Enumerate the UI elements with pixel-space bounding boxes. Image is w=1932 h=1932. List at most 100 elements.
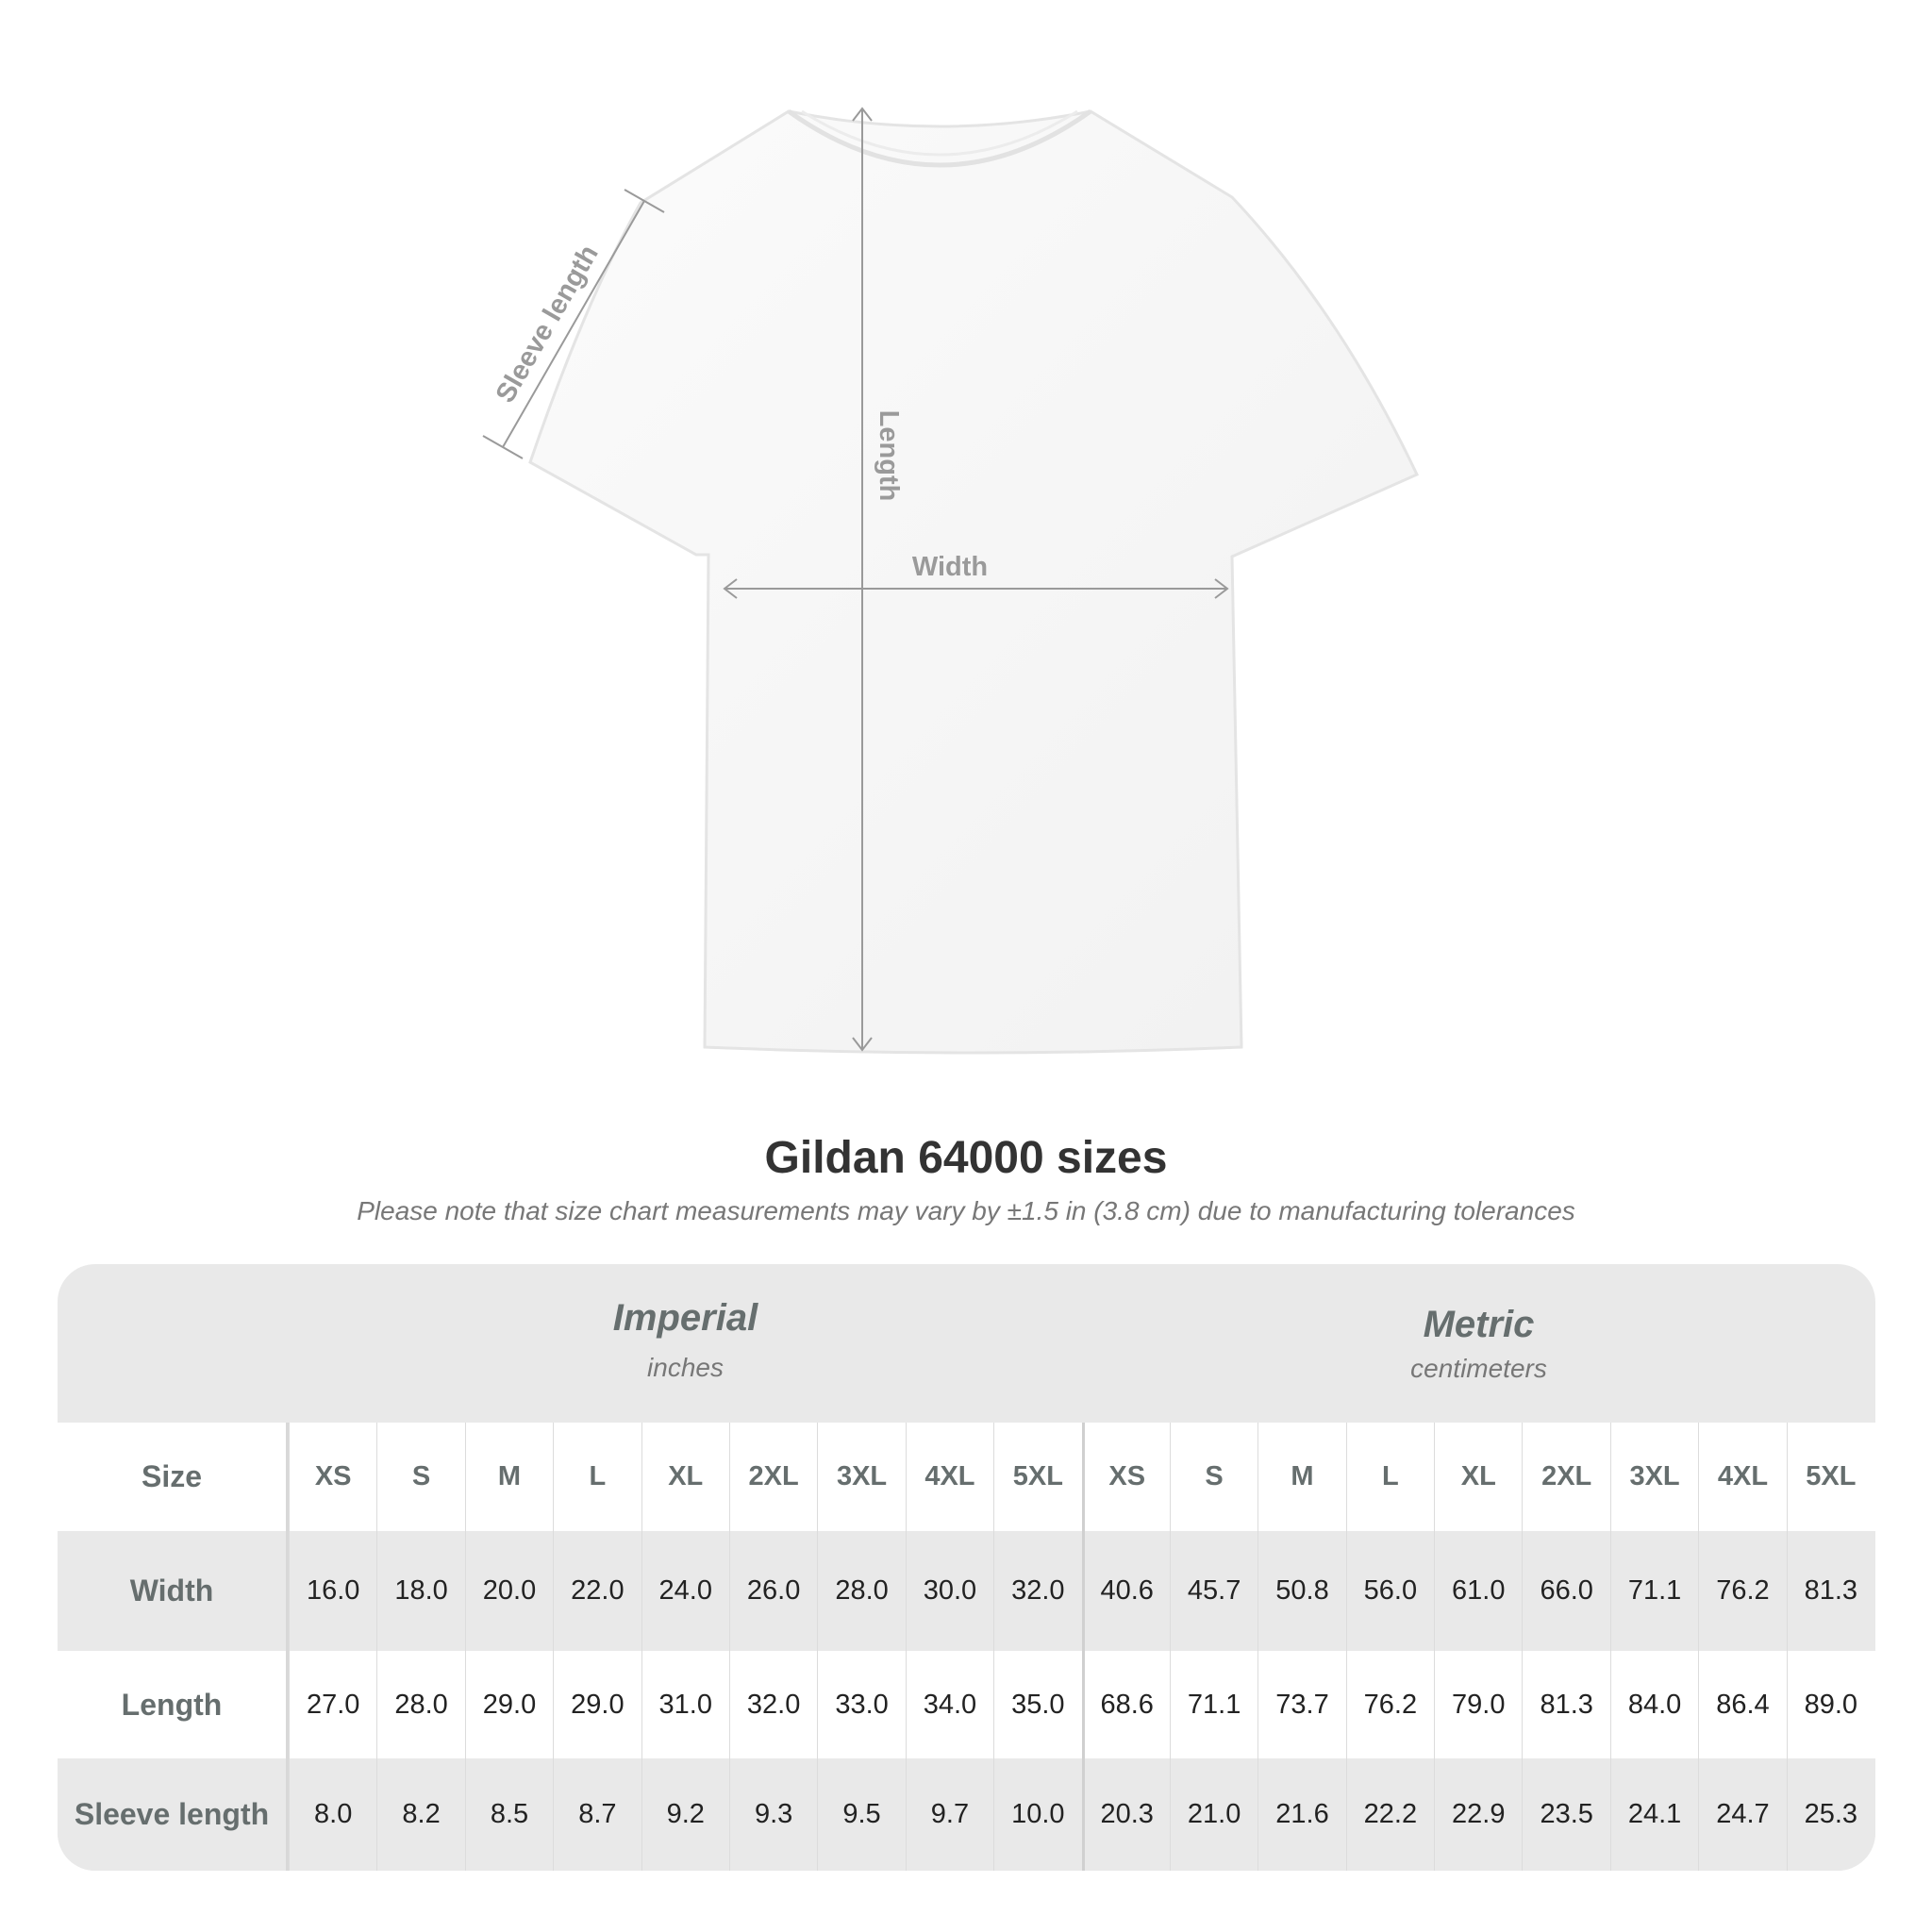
metric-size-xs: XS [1081, 1423, 1170, 1531]
imperial-value: 16.0 [289, 1531, 376, 1651]
metric-size-s: S [1169, 1423, 1257, 1531]
metric-title: Metric [1423, 1304, 1535, 1345]
metric-value: 71.1 [1169, 1651, 1257, 1758]
tolerance-note: Please note that size chart measurements… [357, 1196, 1575, 1225]
table-row: Sleeve length 8.0 8.2 8.5 8.7 9.2 9.3 9.5 9.7 10.… [58, 1758, 1875, 1871]
page-title: Gildan 64000 sizes [764, 1133, 1168, 1183]
metric-value: 68.6 [1081, 1651, 1170, 1758]
metric-value: 22.2 [1345, 1758, 1434, 1871]
metric-value: 84.0 [1609, 1651, 1698, 1758]
imperial-size-s: S [376, 1423, 464, 1531]
imperial-unit: inches [647, 1353, 724, 1382]
metric-value: 50.8 [1257, 1531, 1345, 1651]
tshirt-collar [787, 108, 1092, 168]
imperial-size-l: L [553, 1423, 641, 1531]
metric-value: 76.2 [1698, 1531, 1786, 1651]
metric-value: 81.3 [1522, 1651, 1609, 1758]
metric-size-4xl: 4XL [1698, 1423, 1786, 1531]
width-label: Width [912, 552, 988, 582]
metric-value: 61.0 [1434, 1531, 1522, 1651]
imperial-value: 28.0 [817, 1531, 905, 1651]
metric-value: 20.3 [1081, 1758, 1170, 1871]
imperial-value: 24.0 [641, 1531, 729, 1651]
imperial-size-3xl: 3XL [817, 1423, 905, 1531]
metric-size-xl: XL [1434, 1423, 1522, 1531]
imperial-size-m: M [464, 1423, 553, 1531]
metric-value: 81.3 [1786, 1531, 1874, 1651]
metric-size-5xl: 5XL [1786, 1423, 1874, 1531]
tshirt-diagram: Length Width Sleeve length [482, 107, 1420, 1055]
imperial-value: 26.0 [728, 1531, 817, 1651]
imperial-value: 8.2 [376, 1758, 464, 1871]
metric-value: 86.4 [1698, 1651, 1786, 1758]
metric-value: 24.1 [1609, 1758, 1698, 1871]
imperial-value: 9.7 [905, 1758, 993, 1871]
metric-size-l: L [1345, 1423, 1434, 1531]
imperial-value: 30.0 [905, 1531, 993, 1651]
imperial-value: 9.5 [817, 1758, 905, 1871]
metric-unit: centimeters [1410, 1354, 1547, 1383]
imperial-value: 35.0 [993, 1651, 1081, 1758]
metric-value: 22.9 [1434, 1758, 1522, 1871]
metric-value: 66.0 [1522, 1531, 1609, 1651]
length-arrow-top-icon [852, 107, 873, 122]
sleeve-measure-line [502, 200, 645, 448]
metric-size-2xl: 2XL [1522, 1423, 1609, 1531]
metric-value: 40.6 [1081, 1531, 1170, 1651]
size-table: Imperial inches Metric centimeters Size … [58, 1264, 1875, 1871]
metric-value: 89.0 [1786, 1651, 1874, 1758]
length-arrow-bottom-icon [852, 1037, 873, 1052]
metric-size-3xl: 3XL [1609, 1423, 1698, 1531]
imperial-value: 9.3 [728, 1758, 817, 1871]
metric-header: Metric centimeters [1082, 1264, 1875, 1423]
imperial-value: 31.0 [641, 1651, 729, 1758]
imperial-value: 9.2 [641, 1758, 729, 1871]
imperial-value: 33.0 [817, 1651, 905, 1758]
imperial-value: 32.0 [993, 1531, 1081, 1651]
size-row-label: Size [58, 1423, 289, 1531]
imperial-value: 34.0 [905, 1651, 993, 1758]
metric-size-m: M [1257, 1423, 1345, 1531]
metric-value: 45.7 [1169, 1531, 1257, 1651]
size-row: Size XS S M L XL 2XL 3XL 4XL 5XL XS S M L XL 2XL 3XL 4XL… [58, 1423, 1875, 1531]
metric-value: 76.2 [1345, 1651, 1434, 1758]
imperial-value: 27.0 [289, 1651, 376, 1758]
imperial-value: 10.0 [993, 1758, 1081, 1871]
imperial-value: 29.0 [553, 1651, 641, 1758]
table-row: Width 16.0 18.0 20.0 22.0 24.0 26.0 28.0 30.0 32.… [58, 1531, 1875, 1651]
imperial-value: 28.0 [376, 1651, 464, 1758]
tshirt-collar-inner [801, 109, 1078, 157]
imperial-value: 22.0 [553, 1531, 641, 1651]
imperial-size-xs: XS [289, 1423, 376, 1531]
imperial-size-5xl: 5XL [993, 1423, 1081, 1531]
metric-value: 73.7 [1257, 1651, 1345, 1758]
width-arrow-right-icon [1214, 578, 1229, 599]
imperial-value: 8.0 [289, 1758, 376, 1871]
sleeve-tick-bottom [482, 435, 524, 459]
row-label: Length [58, 1651, 289, 1758]
imperial-value: 20.0 [464, 1531, 553, 1651]
width-arrow-left-icon [723, 578, 738, 599]
imperial-size-xl: XL [641, 1423, 729, 1531]
imperial-size-4xl: 4XL [905, 1423, 993, 1531]
table-row: Length 27.0 28.0 29.0 29.0 31.0 32.0 33.0 34.0 35… [58, 1651, 1875, 1758]
length-label: Length [874, 410, 904, 502]
imperial-header: Imperial inches [289, 1264, 1082, 1423]
imperial-value: 32.0 [728, 1651, 817, 1758]
imperial-value: 29.0 [464, 1651, 553, 1758]
metric-value: 79.0 [1434, 1651, 1522, 1758]
metric-value: 24.7 [1698, 1758, 1786, 1871]
metric-value: 21.6 [1257, 1758, 1345, 1871]
row-label: Width [58, 1531, 289, 1651]
metric-value: 25.3 [1786, 1758, 1874, 1871]
tshirt-shape [528, 109, 1420, 1055]
metric-value: 23.5 [1522, 1758, 1609, 1871]
imperial-size-2xl: 2XL [728, 1423, 817, 1531]
imperial-value: 18.0 [376, 1531, 464, 1651]
imperial-value: 8.7 [553, 1758, 641, 1871]
row-label: Sleeve length [58, 1758, 289, 1871]
imperial-title: Imperial [612, 1297, 758, 1339]
metric-value: 71.1 [1609, 1531, 1698, 1651]
imperial-value: 8.5 [464, 1758, 553, 1871]
sleeve-tick-top [624, 189, 665, 213]
